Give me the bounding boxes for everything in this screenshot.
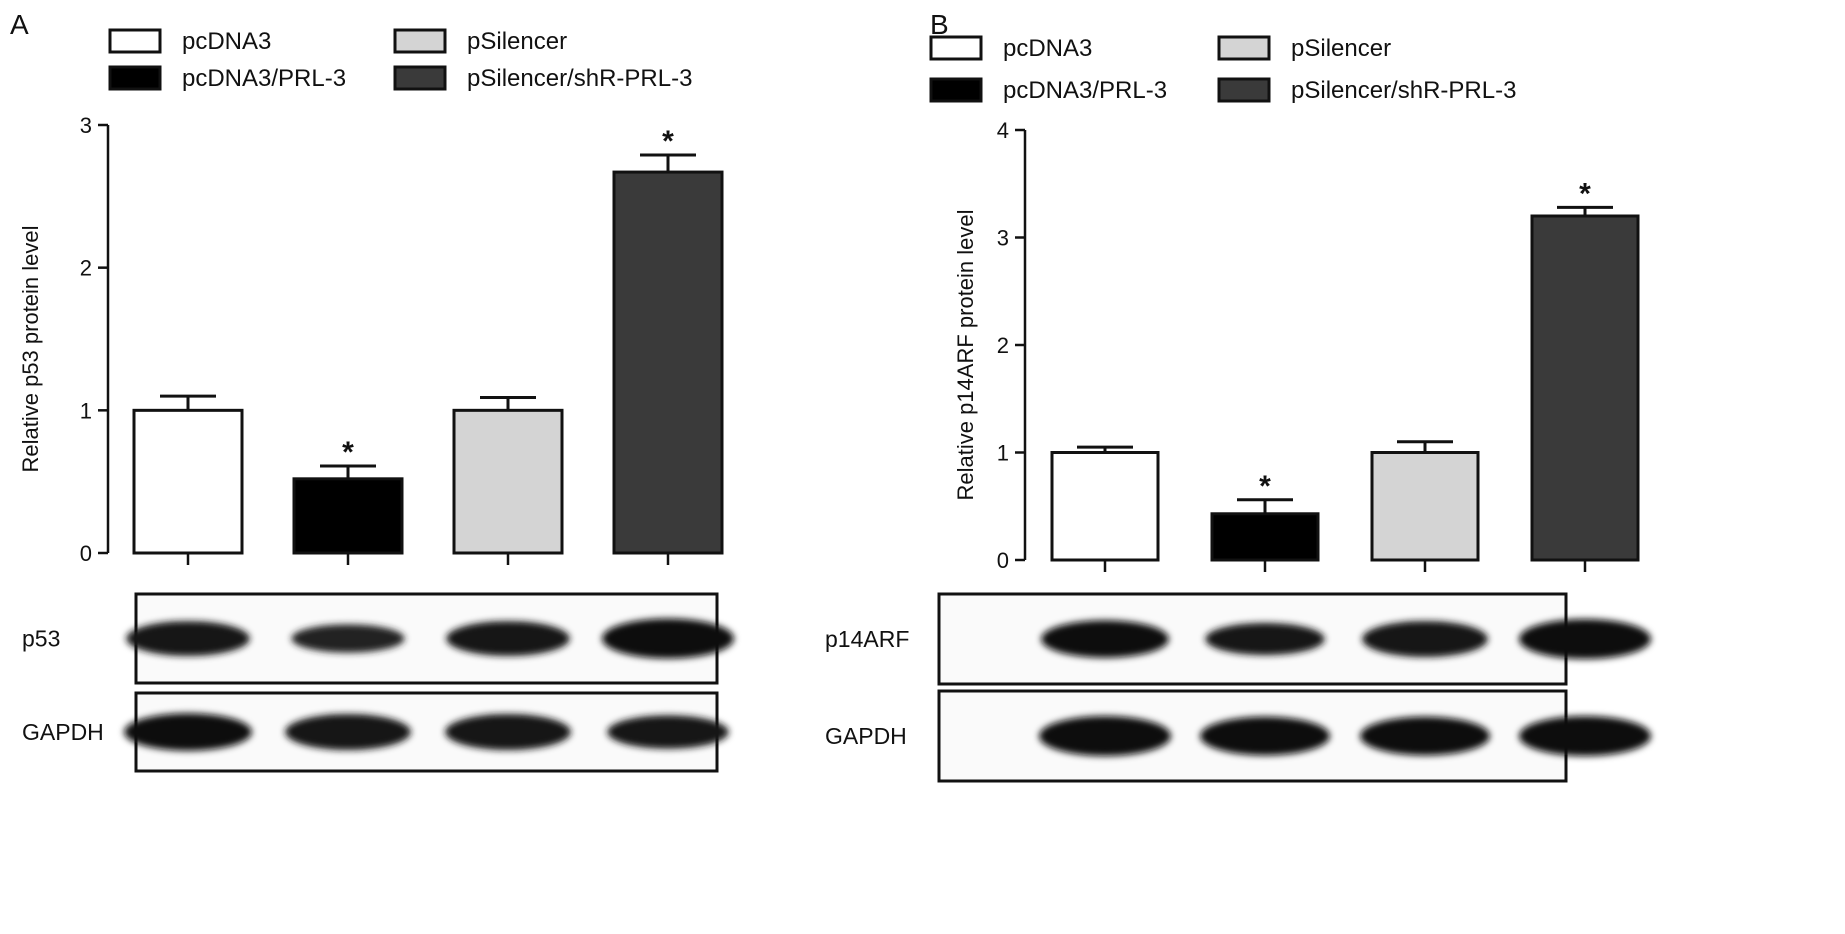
- blot-band: [445, 713, 571, 751]
- legend-label: pSilencer/shR-PRL-3: [467, 65, 692, 92]
- error-bar: [160, 394, 216, 411]
- bar: [452, 408, 564, 555]
- legend-label: pcDNA3/PRL-3: [1003, 77, 1167, 104]
- blot-band: [1519, 716, 1651, 756]
- legend-label: pcDNA3/PRL-3: [182, 65, 346, 92]
- legend-swatch: [929, 35, 983, 61]
- y-tick-label: 0: [80, 541, 92, 566]
- significance-marker: *: [662, 125, 674, 158]
- error-bar: [480, 395, 536, 411]
- blot-band: [1205, 622, 1325, 656]
- legend-label: pSilencer: [467, 28, 567, 55]
- blot-band: [446, 621, 570, 656]
- blot-label: p14ARF: [825, 626, 909, 652]
- legend-label: pSilencer: [1291, 35, 1391, 62]
- blot-label: p53: [22, 626, 60, 652]
- error-bar: [320, 464, 376, 479]
- significance-marker: *: [342, 436, 354, 469]
- legend-swatch: [1217, 35, 1271, 61]
- bar: [1050, 451, 1160, 562]
- y-tick-label: 3: [997, 226, 1009, 251]
- panel-letter: B: [930, 9, 949, 40]
- blot-band: [1200, 716, 1330, 756]
- blot-band: [285, 713, 411, 751]
- blot-label: GAPDH: [22, 719, 104, 745]
- bar: [1210, 512, 1320, 562]
- y-tick-label: 4: [997, 118, 1009, 143]
- blot-band: [1039, 716, 1171, 756]
- legend-label: pcDNA3: [1003, 35, 1092, 62]
- significance-marker: *: [1259, 470, 1271, 503]
- y-tick-label: 1: [80, 398, 92, 423]
- legend-swatch: [1217, 77, 1271, 103]
- error-bar: [1557, 205, 1613, 216]
- blot-label: GAPDH: [825, 723, 907, 749]
- y-tick-label: 2: [997, 333, 1009, 358]
- significance-marker: *: [1579, 177, 1591, 210]
- y-axis-label: Relative p14ARF protein level: [953, 209, 978, 500]
- legend-swatch: [108, 65, 162, 91]
- error-bar: [1397, 440, 1453, 453]
- legend-label: pSilencer/shR-PRL-3: [1291, 77, 1516, 104]
- blot-band: [607, 715, 729, 749]
- blot-band: [1041, 620, 1169, 658]
- legend-swatch: [929, 77, 983, 103]
- y-tick-label: 0: [997, 548, 1009, 573]
- error-bar: [640, 153, 696, 173]
- blot-band: [1519, 619, 1651, 659]
- panel-letter: A: [10, 9, 29, 40]
- blot-band: [602, 618, 734, 659]
- legend-swatch: [393, 28, 447, 54]
- blot-band: [124, 713, 252, 751]
- blot-band: [1360, 716, 1490, 756]
- error-bar: [1077, 445, 1133, 453]
- bar: [612, 170, 724, 555]
- bar: [1530, 214, 1640, 562]
- blot-band: [1362, 620, 1488, 658]
- error-bar: [1237, 498, 1293, 514]
- blot-band: [291, 624, 405, 653]
- legend-swatch: [393, 65, 447, 91]
- legend-swatch: [108, 28, 162, 54]
- bar: [132, 408, 244, 555]
- y-axis-label: Relative p53 protein level: [18, 225, 43, 472]
- y-tick-label: 1: [997, 441, 1009, 466]
- bar: [1370, 451, 1480, 562]
- y-tick-label: 2: [80, 256, 92, 281]
- legend-label: pcDNA3: [182, 28, 271, 55]
- y-tick-label: 3: [80, 113, 92, 138]
- blot-band: [126, 621, 250, 656]
- bar: [292, 477, 404, 555]
